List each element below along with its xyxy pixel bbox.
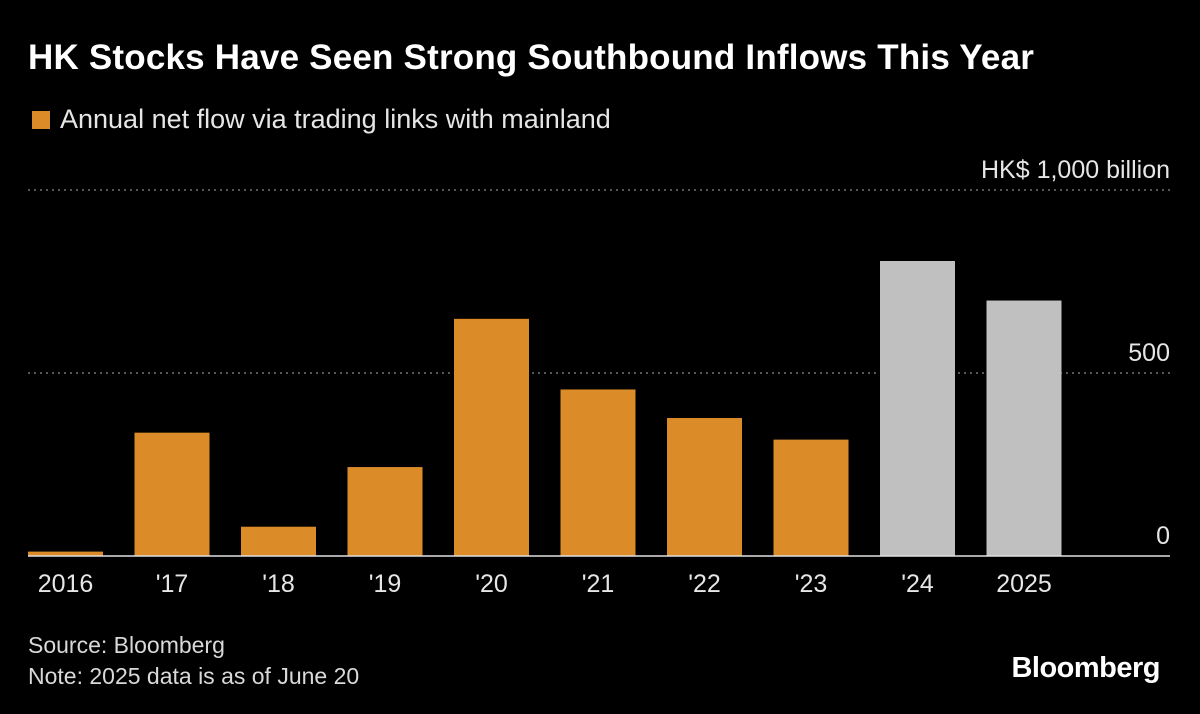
x-tick-label: '24: [901, 570, 934, 598]
legend: Annual net flow via trading links with m…: [32, 104, 611, 135]
x-tick-label: 2016: [38, 570, 94, 598]
bar-23: [773, 439, 849, 556]
bar-17: [134, 432, 210, 556]
y-tick-labels: 0 500 HK$ 1,000 billion: [981, 156, 1170, 550]
y-tick-label: HK$ 1,000 billion: [981, 156, 1170, 184]
bar-20: [454, 318, 529, 556]
bar-2016: [28, 551, 103, 556]
y-tick-label: 0: [1156, 522, 1170, 550]
x-tick-labels: 2016 '17 '18 '19 '20 '21 '22 '23 '24 2025: [38, 570, 1052, 598]
x-tick-label: 2025: [996, 570, 1052, 598]
bar-2025: [986, 300, 1062, 556]
bar-21: [560, 389, 636, 556]
chart-title: HK Stocks Have Seen Strong Southbound In…: [28, 38, 1035, 77]
bar-22: [667, 418, 742, 556]
legend-label: Annual net flow via trading links with m…: [60, 104, 611, 134]
x-tick-label: '21: [582, 570, 615, 598]
bar-19: [347, 467, 423, 556]
x-tick-label: '22: [688, 570, 721, 598]
x-tick-label: '20: [475, 570, 508, 598]
bar-18: [241, 526, 316, 556]
bar-24: [880, 261, 955, 556]
x-tick-label: '17: [156, 570, 189, 598]
y-tick-label: 500: [1128, 339, 1170, 367]
footer: Source: Bloomberg Note: 2025 data is as …: [28, 630, 359, 692]
x-tick-label: '18: [262, 570, 295, 598]
data-note: Note: 2025 data is as of June 20: [28, 663, 360, 689]
bloomberg-logo: Bloomberg: [1011, 652, 1160, 684]
x-tick-label: '23: [795, 570, 828, 598]
x-tick-label: '19: [369, 570, 402, 598]
bars: [28, 261, 1062, 556]
legend-swatch: [32, 110, 50, 129]
source-note: Source: Bloomberg: [28, 632, 225, 658]
gridlines: [28, 189, 1170, 374]
